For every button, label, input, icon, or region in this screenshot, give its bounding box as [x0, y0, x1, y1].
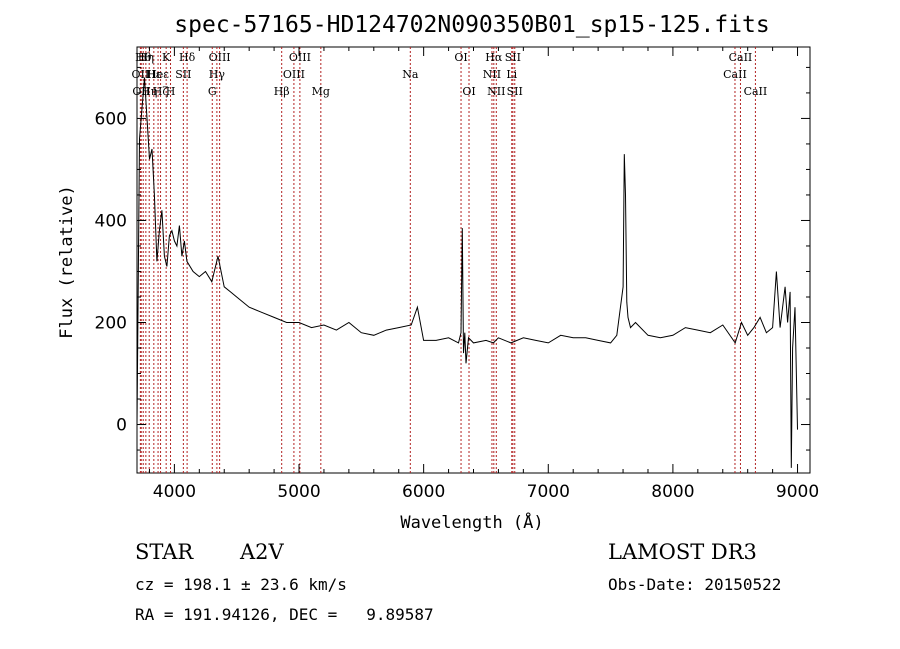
spectral-line-label: SII: [507, 85, 523, 98]
x-tick-label: 6000: [402, 482, 445, 502]
spectral-line-label: OIII: [283, 68, 305, 81]
spectral-line-label: NII: [483, 68, 501, 81]
spectral-line-label: CaII: [744, 85, 768, 98]
object-class: STAR: [135, 540, 194, 564]
spectral-line-label: CaII: [723, 68, 747, 81]
redshift-velocity: cz = 198.1 ± 23.6 km/s: [135, 575, 347, 594]
spectral-line-label: CaII: [729, 51, 753, 64]
x-tick-label: 4000: [153, 482, 196, 502]
spectral-line-label: Mg: [312, 85, 330, 98]
spectral-line-label: Li: [506, 68, 517, 81]
observation-date: Obs-Date: 20150522: [608, 575, 782, 594]
x-axis-label: Wavelength (Å): [400, 511, 543, 533]
y-tick-label: 200: [95, 313, 127, 333]
survey-name: LAMOST DR3: [608, 540, 757, 564]
spectral-line-label: Hγ: [209, 68, 226, 81]
spectral-line-label: Hθ: [135, 51, 152, 64]
spectral-line-label: OIII: [289, 51, 311, 64]
spectral-line-label: Heε: [147, 68, 169, 81]
x-tick-label: 7000: [527, 482, 570, 502]
spectral-line-label: OI: [454, 51, 467, 64]
object-subclass: A2V: [240, 540, 284, 564]
spectral-line-label: OIII: [209, 51, 231, 64]
x-tick-label: 5000: [277, 482, 320, 502]
spectral-line-label: NII: [487, 85, 505, 98]
spectrum-series-line: [136, 77, 798, 468]
x-tick-label: 9000: [776, 482, 819, 502]
spectral-line-label: Hβ: [274, 85, 290, 98]
spectral-line-label: H: [166, 85, 176, 98]
spectral-line-label: G: [208, 85, 217, 98]
spectral-line-label: Hε: [146, 68, 162, 81]
spectral-line-label: SII: [175, 68, 191, 81]
spectral-line-label: Hδ: [179, 51, 196, 64]
spectral-line-label: Hα: [485, 51, 503, 64]
sky-coordinates: RA = 191.94126, DEC = 9.89587: [135, 605, 434, 624]
spectral-line-label: Hη: [138, 51, 154, 64]
y-axis-label: Flux (relative): [57, 185, 77, 339]
spectral-line-label: Na: [402, 68, 419, 81]
y-tick-label: 600: [95, 109, 127, 129]
spectral-line-label: OI: [462, 85, 475, 98]
x-tick-label: 8000: [651, 482, 694, 502]
plot-frame: [136, 46, 811, 474]
spectral-line-label: K: [162, 51, 171, 64]
spectral-line-label: SII: [505, 51, 521, 64]
y-tick-label: 0: [116, 416, 127, 436]
y-tick-label: 400: [95, 211, 127, 231]
spectral-line-label: Hζ: [153, 85, 169, 98]
chart-title: spec-57165-HD124702N090350B01_sp15-125.f…: [174, 12, 769, 38]
